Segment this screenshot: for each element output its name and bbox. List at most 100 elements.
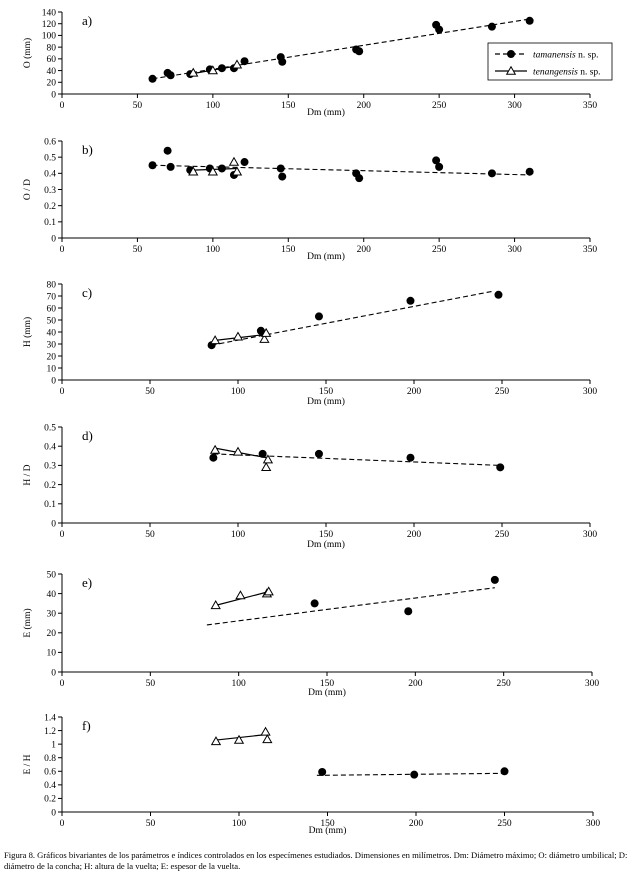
y-tick-label: 0.5 — [44, 153, 56, 163]
tamanensis-point — [314, 449, 323, 458]
tenangensis-point — [262, 734, 273, 744]
tenangensis-point — [263, 586, 274, 596]
y-tick-label: 0 — [51, 90, 56, 100]
x-axis-label: Dm (mm) — [307, 251, 345, 262]
tamanensis-point — [435, 162, 444, 171]
x-tick-label: 200 — [357, 245, 372, 255]
chart-panel-2: 0 50 100 150 200 250 300 350 0 0.1 0.2 0.3 0.4 0.5 0.6… — [23, 137, 597, 262]
tamanensis-point — [494, 290, 503, 299]
y-axis-label: O (mm) — [22, 38, 33, 68]
y-tick-label: 40 — [47, 67, 57, 77]
x-tick-label: 100 — [231, 530, 246, 540]
tamanensis-point — [209, 453, 218, 462]
tamanensis-point — [148, 161, 157, 170]
y-tick-label: 0.4 — [44, 170, 56, 180]
y-tick-label: 0.2 — [44, 481, 56, 491]
x-tick-label: 250 — [497, 819, 512, 829]
tamanensis-point — [148, 74, 157, 83]
y-tick-label: 50 — [47, 316, 57, 326]
tamanensis-point — [432, 156, 441, 165]
tenangensis-point — [231, 59, 243, 69]
tamanensis-point — [166, 162, 175, 171]
y-tick-label: 0.4 — [44, 443, 56, 453]
tamanensis-point — [258, 449, 267, 458]
tamanensis-point — [525, 167, 534, 176]
y-tick-label: 40 — [47, 590, 57, 600]
x-tick-label: 300 — [507, 245, 522, 255]
legend-species-suffix: n. sp. — [576, 51, 599, 61]
tenangensis-point — [210, 600, 221, 610]
tenangensis-point — [231, 166, 243, 176]
tamanensis-point — [435, 25, 444, 34]
tenangensis-point — [188, 67, 199, 77]
legend-species-suffix: n. sp. — [578, 68, 601, 78]
tenangensis-point — [233, 734, 245, 744]
tenangensis-point — [262, 454, 274, 464]
tamanensis-point — [163, 146, 172, 155]
x-tick-label: 200 — [407, 387, 422, 397]
tenangensis-trend-line — [193, 167, 238, 171]
y-tick-label: 0 — [51, 519, 56, 529]
panel-label: f) — [82, 718, 91, 733]
x-tick-label: 200 — [357, 101, 372, 111]
tenangensis-point — [232, 331, 244, 341]
tenangensis-point — [228, 156, 240, 166]
y-tick-label: 0.1 — [44, 218, 56, 228]
y-tick-label: 20 — [47, 79, 57, 89]
x-tick-label: 200 — [408, 679, 423, 689]
panel-label: a) — [82, 13, 92, 28]
tamanensis-point — [278, 57, 287, 66]
panel-label: b) — [82, 142, 93, 157]
panel-label: d) — [82, 428, 93, 443]
y-tick-label: 50 — [47, 570, 57, 580]
x-axis-label: Dm (mm) — [307, 107, 345, 118]
tamanensis-point — [310, 599, 319, 608]
y-tick-label: 0.1 — [44, 500, 56, 510]
x-tick-label: 300 — [583, 530, 598, 540]
y-tick-label: 0 — [51, 376, 56, 386]
y-axis-label: E (mm) — [22, 608, 33, 637]
tamanensis-point — [318, 767, 327, 776]
x-tick-label: 350 — [583, 245, 598, 255]
y-tick-label: 30 — [47, 610, 57, 620]
y-tick-label: 120 — [42, 20, 57, 30]
x-tick-label: 50 — [145, 530, 155, 540]
y-axis-label: H (mm) — [22, 317, 33, 347]
x-tick-label: 150 — [281, 101, 296, 111]
figure-caption: Figura 8. Gráficos bivariantes de los pa… — [4, 850, 628, 871]
x-tick-label: 250 — [495, 387, 510, 397]
chart-panel-1: 0 50 100 150 200 250 300 350020406080100120140D… — [22, 8, 597, 118]
y-tick-label: 30 — [47, 340, 57, 350]
y-tick-label: 0.3 — [44, 462, 56, 472]
chart-panel-6: 0 50 100 150 200 250 300 0 0.2 0.4 0.6 0.8 1 1.2 1.4 Dm… — [23, 713, 600, 836]
x-tick-label: 250 — [495, 530, 510, 540]
tenangensis-point — [209, 335, 221, 345]
tamanensis-point — [487, 22, 496, 31]
x-tick-label: 100 — [232, 679, 247, 689]
x-tick-label: 200 — [407, 530, 422, 540]
legend-species-name: tenangensis — [533, 68, 578, 78]
y-tick-label: 10 — [47, 364, 57, 374]
x-tick-label: 250 — [432, 245, 447, 255]
x-tick-label: 50 — [145, 387, 155, 397]
tamanensis-trend-line — [316, 772, 505, 776]
x-tick-label: 0 — [60, 387, 65, 397]
tamanensis-trend-line — [206, 587, 495, 626]
legend-species-name: tamanensis — [533, 51, 576, 61]
tamanensis-point — [404, 607, 413, 616]
tamanensis-point — [240, 57, 249, 66]
x-tick-label: 150 — [319, 387, 334, 397]
x-tick-label: 200 — [409, 819, 424, 829]
y-tick-label: 1.4 — [44, 713, 56, 723]
y-tick-label: 1 — [51, 740, 56, 750]
x-axis-label: Dm (mm) — [307, 539, 345, 550]
tenangensis-point — [260, 462, 272, 472]
x-tick-label: 300 — [583, 387, 598, 397]
y-axis-label: E / H — [23, 754, 33, 774]
y-tick-label: 0 — [51, 234, 56, 244]
tamanensis-point — [355, 174, 364, 183]
y-tick-label: 0.4 — [44, 781, 56, 791]
y-tick-label: 80 — [47, 280, 57, 290]
tenangensis-point — [235, 590, 246, 600]
x-tick-label: 50 — [133, 101, 143, 111]
